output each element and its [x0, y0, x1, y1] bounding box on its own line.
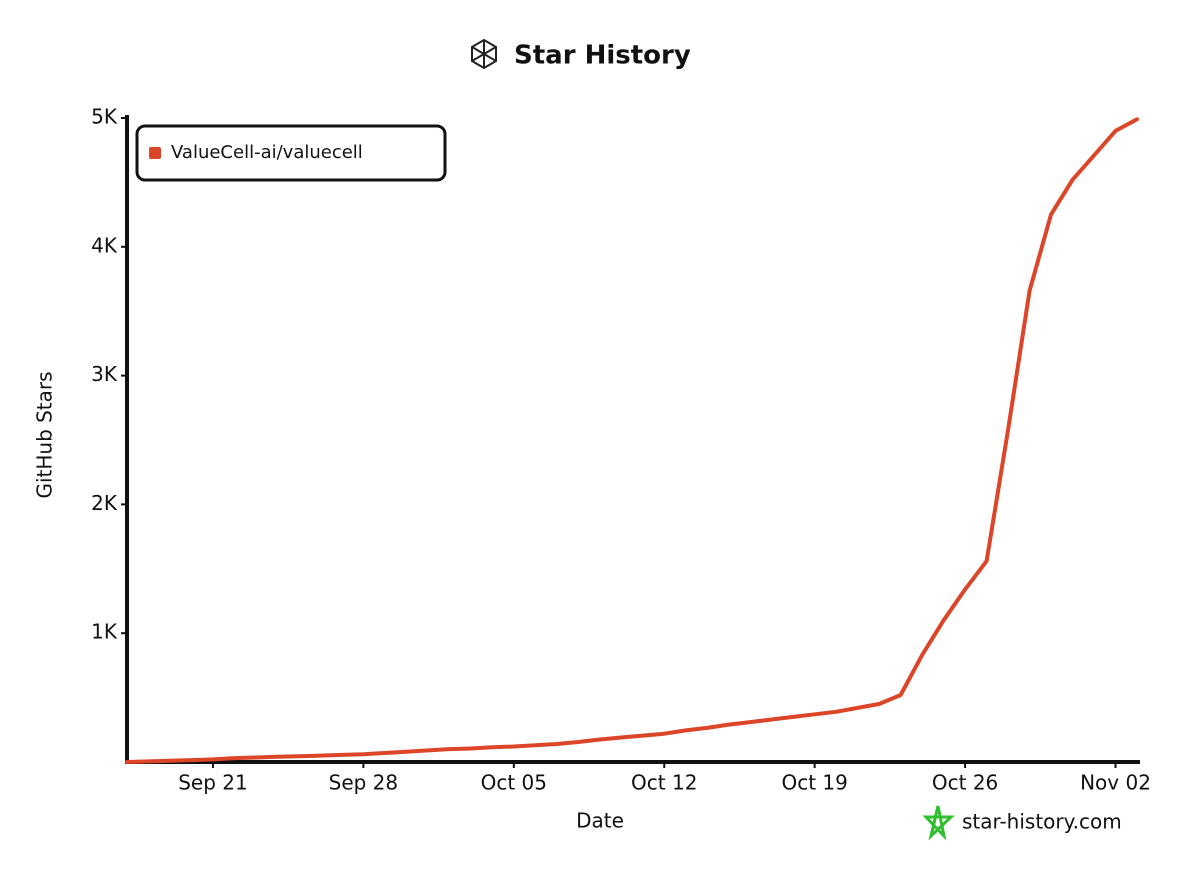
logo-icon: [471, 38, 497, 70]
x-tick-label: Oct 05: [481, 771, 547, 795]
y-tick-label: 1K: [91, 620, 118, 644]
y-tick-label: 5K: [91, 105, 118, 129]
y-tick-label: 2K: [91, 491, 118, 515]
x-tick-label: Sep 28: [329, 771, 399, 795]
x-tick-label: Oct 12: [631, 771, 697, 795]
y-tick-label: 4K: [91, 233, 118, 257]
y-axis-label: GitHub Stars: [33, 371, 57, 498]
series-line: [125, 117, 1139, 764]
x-tick-label: Nov 02: [1080, 771, 1151, 795]
x-tick-label: Oct 19: [781, 771, 847, 795]
legend: ValueCell-ai/valuecell: [135, 124, 447, 182]
watermark: star-history.com: [962, 810, 1122, 834]
watermark-icon: [922, 805, 955, 841]
legend-box: [135, 124, 447, 182]
x-tick-label: Oct 26: [932, 771, 998, 795]
legend-swatch: [149, 147, 161, 159]
legend-label: ValueCell-ai/valuecell: [171, 142, 363, 163]
x-axis-label: Date: [576, 809, 624, 833]
chart-title: Star History: [514, 41, 691, 71]
y-tick-label: 3K: [91, 362, 118, 386]
x-tick-label: Sep 21: [178, 771, 248, 795]
